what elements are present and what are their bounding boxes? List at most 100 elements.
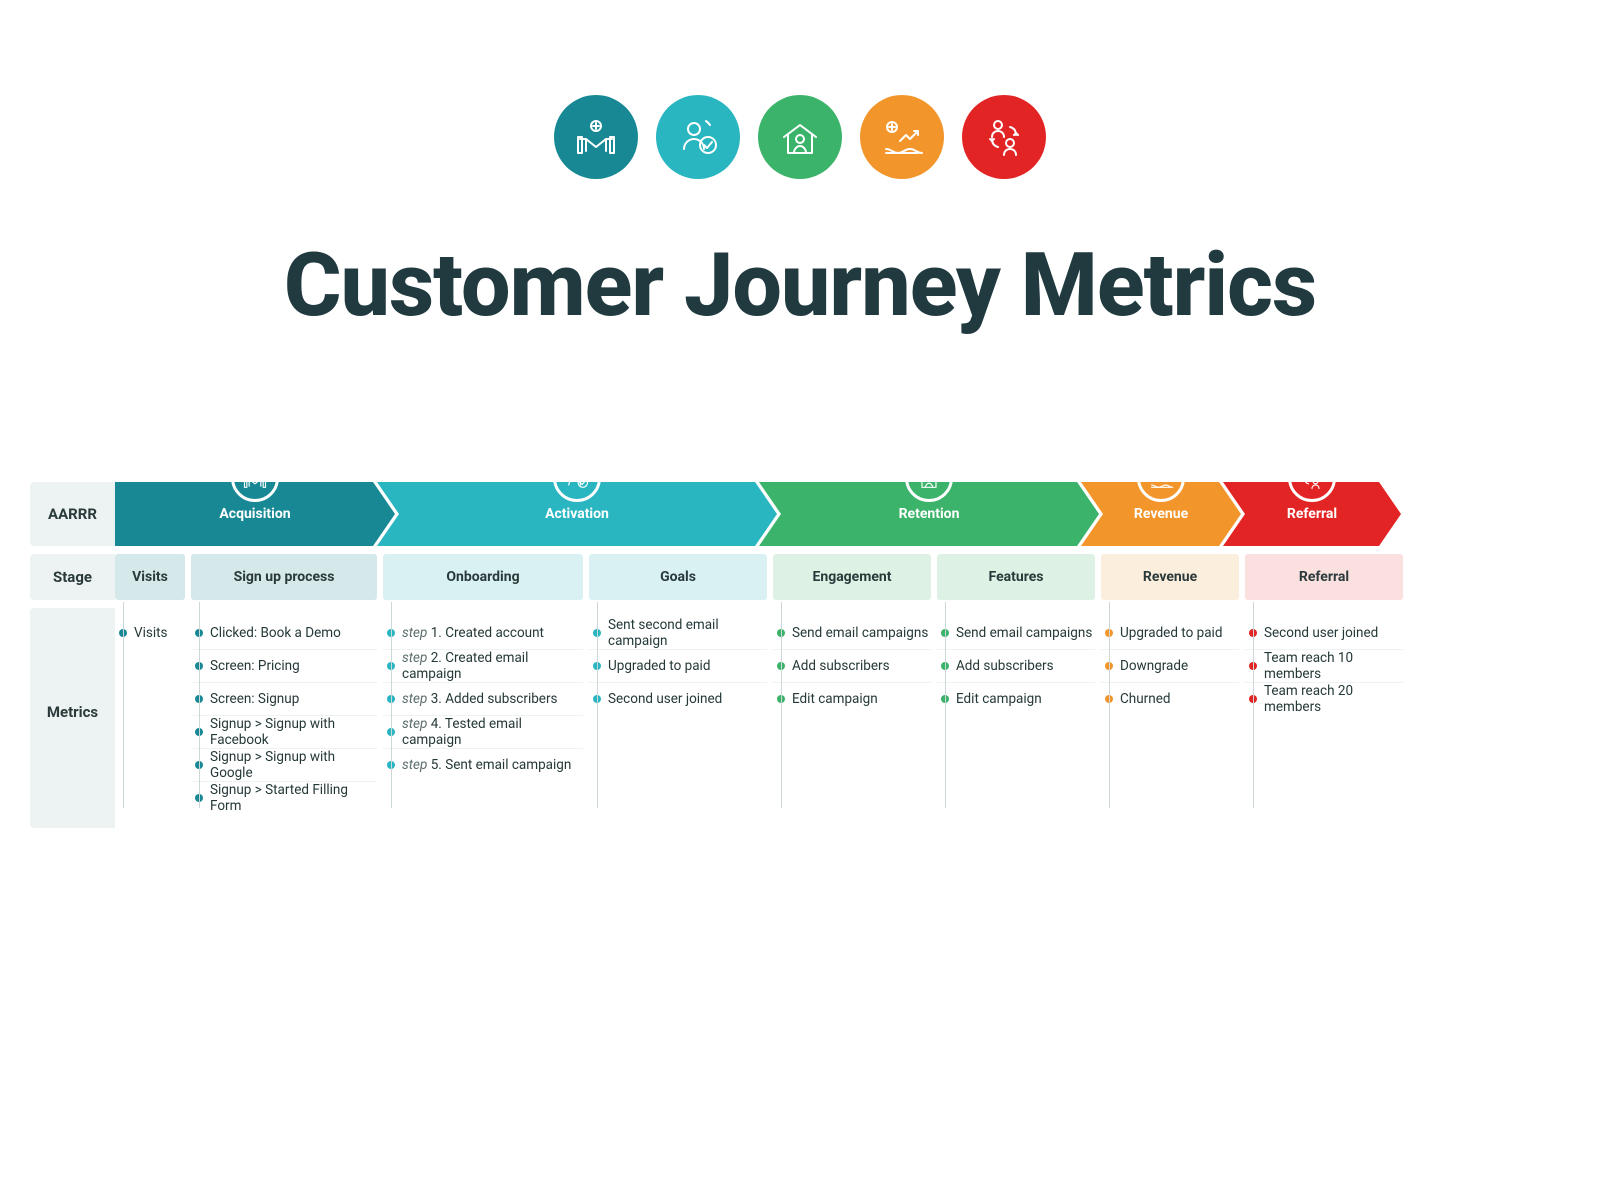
bullet-dot-icon	[1249, 629, 1257, 637]
metric-item: Upgraded to paid	[589, 649, 767, 682]
stage-cell: Onboarding	[383, 554, 583, 600]
bullet-dot-icon	[777, 662, 785, 670]
stage-cell: Referral	[1245, 554, 1403, 600]
metric-text: Edit campaign	[956, 691, 1042, 707]
metric-column: Clicked: Book a Demo Screen: PricingScree…	[191, 608, 377, 828]
metric-text: Clicked: Book a Demo	[210, 625, 341, 641]
metric-column: Send email campaignsAdd subscribersEdit …	[773, 608, 931, 828]
bullet-dot-icon	[593, 662, 601, 670]
metric-text: step 4. Tested email campaign	[402, 716, 583, 748]
arrow-badge-activation-icon	[553, 454, 601, 502]
bullet-dot-icon	[195, 794, 203, 802]
metric-column: step 1. Created account step 2. Created e…	[383, 608, 583, 828]
metric-item: Sent second email campaign	[589, 616, 767, 649]
bullet-dot-icon	[777, 695, 785, 703]
user-check-icon	[656, 95, 740, 179]
row-label-metrics: Metrics	[30, 608, 115, 828]
metric-column: Upgraded to paid Downgrade Churned	[1101, 608, 1239, 828]
metric-item: Upgraded to paid	[1101, 616, 1239, 649]
arrow-badge-acquisition-icon	[231, 454, 279, 502]
metric-item: step 4. Tested email campaign	[383, 715, 583, 748]
metric-item: Signup > Signup with Facebook	[191, 715, 377, 748]
aarrr-arrow-activation: Activation	[377, 482, 777, 546]
metric-column: Visits	[115, 608, 185, 828]
metric-item: Downgrade	[1101, 649, 1239, 682]
bullet-dot-icon	[1105, 662, 1113, 670]
stage-cell: Engagement	[773, 554, 931, 600]
metric-item: Send email campaigns	[773, 616, 931, 649]
aarrr-arrow-label: Activation	[545, 506, 609, 522]
bullet-dot-icon	[387, 629, 395, 637]
metric-text: Second user joined	[608, 691, 722, 707]
page-title: Customer Journey Metrics	[30, 234, 1570, 337]
metric-text: Downgrade	[1120, 658, 1188, 674]
row-label-aarrr: AARRR	[30, 482, 115, 546]
metric-text: Team reach 20 members	[1264, 683, 1403, 715]
growth-chart-icon	[860, 95, 944, 179]
metric-item: Send email campaigns	[937, 616, 1095, 649]
bullet-dot-icon	[941, 629, 949, 637]
aarrr-arrow-label: Retention	[899, 506, 960, 522]
metric-text: Team reach 10 members	[1264, 650, 1403, 682]
bullet-dot-icon	[387, 728, 395, 736]
metric-item: step 5. Sent email campaign	[383, 748, 583, 781]
bullet-dot-icon	[1249, 695, 1257, 703]
bullet-dot-icon	[195, 629, 203, 637]
bullet-dot-icon	[195, 728, 203, 736]
metric-text: Visits	[134, 625, 168, 641]
metric-item: Clicked: Book a Demo	[191, 616, 377, 649]
arrow-badge-referral-icon	[1288, 454, 1336, 502]
shelter-person-icon	[758, 95, 842, 179]
metric-item: Screen: Pricing	[191, 649, 377, 682]
arrow-badge-revenue-icon	[1137, 454, 1185, 502]
stage-cell: Features	[937, 554, 1095, 600]
aarrr-arrow-referral: Referral	[1223, 482, 1401, 546]
metric-text: Send email campaigns	[956, 625, 1092, 641]
aarrr-arrow-revenue: Revenue	[1081, 482, 1241, 546]
bullet-dot-icon	[119, 629, 127, 637]
metric-text: Send email campaigns	[792, 625, 928, 641]
metric-text: Signup > Signup with Facebook	[210, 716, 377, 748]
metric-item: Signup > Signup with Google	[191, 748, 377, 781]
metric-text: Sent second email campaign	[608, 617, 767, 649]
bullet-dot-icon	[1249, 662, 1257, 670]
bullet-dot-icon	[777, 629, 785, 637]
metric-item: Visits	[115, 616, 185, 649]
metric-text: Signup > Signup with Google	[210, 749, 377, 781]
metric-item: Edit campaign	[937, 682, 1095, 715]
stage-label: Features	[989, 569, 1044, 585]
bullet-dot-icon	[941, 695, 949, 703]
aarrr-arrows: Acquisition Activation Retention Revenue…	[115, 482, 1570, 546]
aarrr-arrow-label: Referral	[1287, 506, 1337, 522]
aarrr-arrow-retention: Retention	[759, 482, 1099, 546]
metric-item: Second user joined	[1245, 616, 1403, 649]
team-share-icon	[962, 95, 1046, 179]
metric-item: Team reach 20 members	[1245, 682, 1403, 715]
journey-diagram: AARRR Acquisition Activation Retention R…	[30, 482, 1570, 828]
stage-label: Referral	[1299, 569, 1349, 585]
metric-text: Churned	[1120, 691, 1170, 707]
bullet-dot-icon	[1105, 695, 1113, 703]
metric-text: Edit campaign	[792, 691, 878, 707]
metric-text: step 1. Created account	[402, 625, 544, 641]
metric-column: Second user joined Team reach 10 membersT…	[1245, 608, 1403, 828]
stage-label: Goals	[660, 569, 696, 585]
stage-cell: Sign up process	[191, 554, 377, 600]
bullet-dot-icon	[195, 761, 203, 769]
metric-item: Screen: Signup	[191, 682, 377, 715]
metric-text: Upgraded to paid	[1120, 625, 1222, 641]
stage-cell: Goals	[589, 554, 767, 600]
icon-row	[30, 95, 1570, 179]
metrics-columns: Visits Clicked: Book a Demo Screen: Pricin…	[115, 608, 1570, 828]
bullet-dot-icon	[941, 662, 949, 670]
stage-label: Revenue	[1143, 569, 1197, 585]
metric-text: step 2. Created email campaign	[402, 650, 583, 682]
aarrr-arrow-label: Revenue	[1134, 506, 1188, 522]
metric-item: Edit campaign	[773, 682, 931, 715]
bullet-dot-icon	[593, 695, 601, 703]
stage-label: Sign up process	[234, 569, 335, 585]
metric-text: Second user joined	[1264, 625, 1378, 641]
bullet-dot-icon	[387, 662, 395, 670]
metric-text: step 3. Added subscribers	[402, 691, 558, 707]
bullet-dot-icon	[593, 629, 601, 637]
